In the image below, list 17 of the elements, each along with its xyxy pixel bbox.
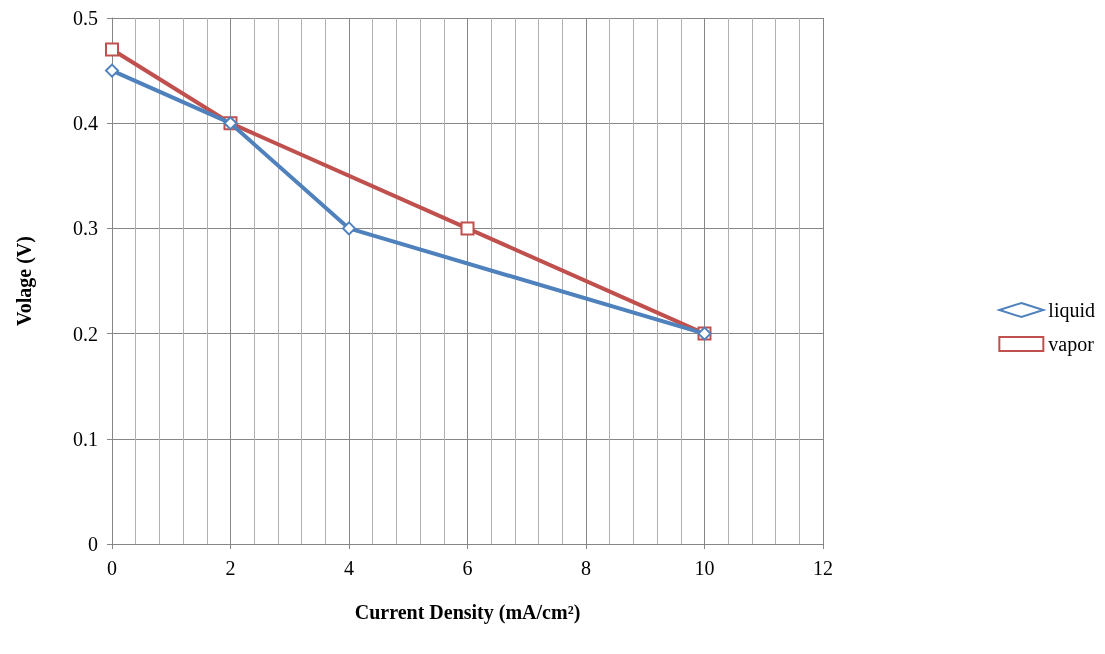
y-tick-label: 0.5 xyxy=(73,7,98,29)
x-tick-label: 6 xyxy=(462,557,473,579)
y-axis-title: Volage (V) xyxy=(13,236,36,326)
x-tick-label: 2 xyxy=(225,557,236,579)
x-tick-label: 0 xyxy=(107,557,117,579)
x-tick-label: 12 xyxy=(813,557,833,579)
legend-label: vapor xyxy=(1048,333,1095,356)
y-tick-label: 0.1 xyxy=(73,427,98,450)
y-tick-label: 0 xyxy=(88,533,98,555)
x-tick-label: 4 xyxy=(344,557,354,579)
y-tick-label: 0.4 xyxy=(73,112,98,135)
x-axis-title: Current Density (mA/cm²) xyxy=(354,601,581,624)
y-tick-label: 0.3 xyxy=(73,217,98,240)
y-tick-label: 0.2 xyxy=(73,322,98,345)
x-tick-label: 10 xyxy=(694,557,715,579)
legend-label: liquid xyxy=(1048,299,1095,322)
x-tick-label: 8 xyxy=(581,557,591,579)
